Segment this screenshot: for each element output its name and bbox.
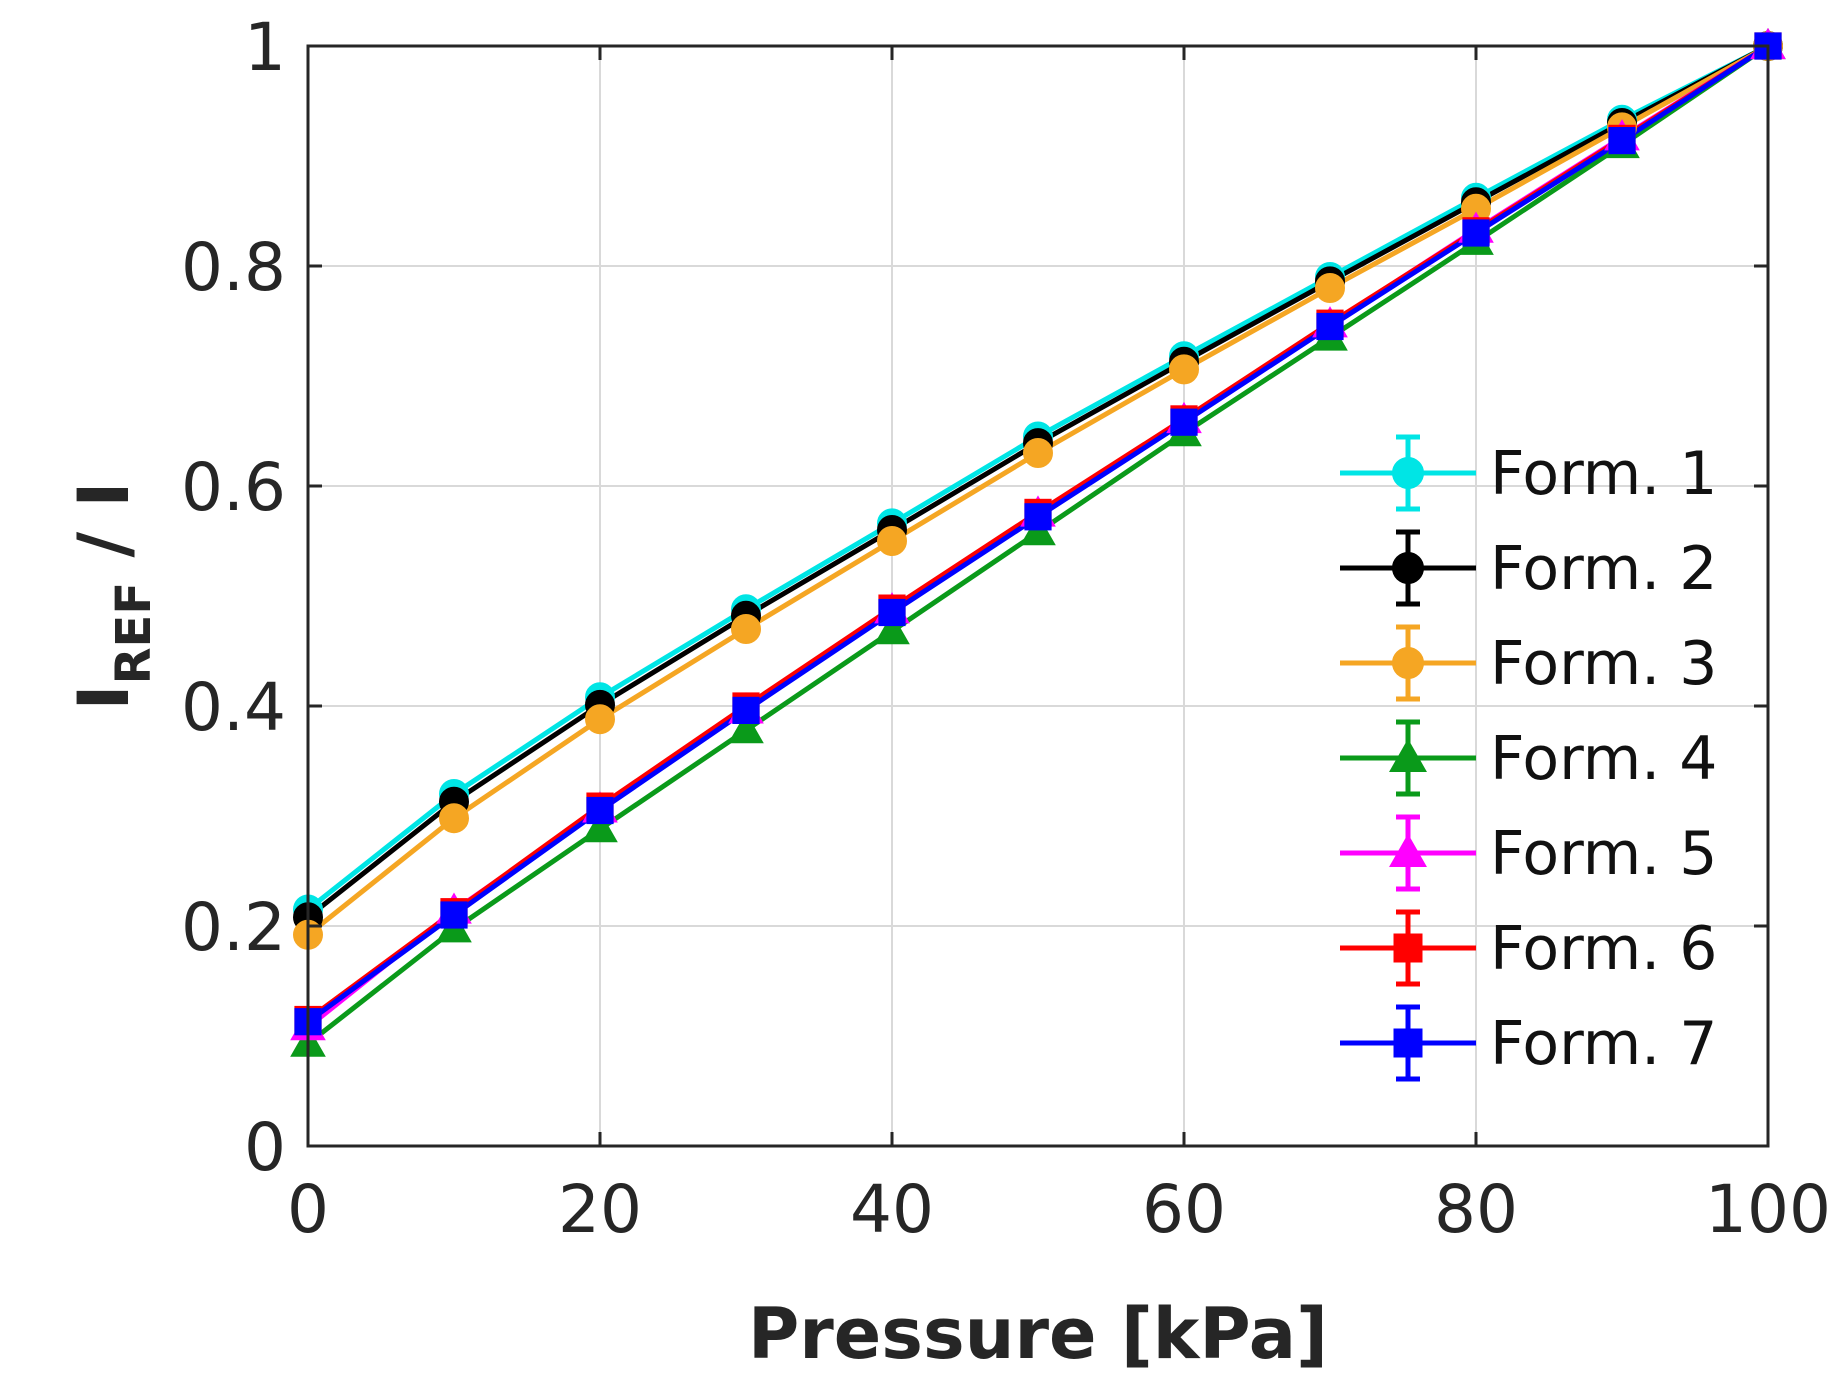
data-point-form-3 bbox=[585, 704, 615, 735]
x-tick-label: 40 bbox=[850, 1171, 934, 1248]
y-tick-label: 1 bbox=[244, 9, 286, 86]
legend-marker bbox=[1392, 647, 1424, 679]
plot-area bbox=[308, 46, 1768, 1146]
y-axis-label-main: I bbox=[63, 684, 145, 710]
data-point-form-3 bbox=[1023, 438, 1053, 468]
data-point-form-7 bbox=[1170, 408, 1198, 436]
y-tick-label: 0.4 bbox=[181, 669, 286, 746]
data-point-form-4 bbox=[582, 811, 618, 843]
data-point-form-4 bbox=[728, 712, 764, 744]
y-tick-label: 0.8 bbox=[181, 229, 286, 306]
legend-marker bbox=[1392, 457, 1424, 489]
legend-item-form-7: Form. 7 bbox=[1340, 1004, 1717, 1082]
y-axis-label: IREF / I bbox=[63, 482, 162, 711]
legend-marker bbox=[1389, 833, 1427, 867]
data-point-form-7 bbox=[1316, 312, 1344, 341]
y-axis-ticks: 0 0.2 0.4 0.6 0.8 1 bbox=[181, 9, 1768, 1186]
y-tick-label: 0.2 bbox=[181, 889, 286, 966]
x-axis-label: Pressure [kPa] bbox=[748, 1293, 1328, 1375]
legend-label: Form. 2 bbox=[1490, 534, 1717, 604]
legend-label: Form. 6 bbox=[1490, 914, 1717, 984]
y-axis-label-tail: / I bbox=[63, 482, 145, 582]
y-tick-label: 0.6 bbox=[181, 449, 286, 526]
legend-marker bbox=[1389, 738, 1427, 772]
data-point-form-7 bbox=[732, 696, 760, 724]
legend-label: Form. 5 bbox=[1490, 819, 1717, 889]
legend-item-form-3: Form. 3 bbox=[1340, 624, 1717, 702]
data-point-form-7 bbox=[440, 901, 468, 929]
data-point-form-3 bbox=[1315, 273, 1345, 303]
legend-label: Form. 7 bbox=[1490, 1009, 1717, 1079]
grid-lines bbox=[308, 46, 1768, 1146]
data-point-form-7 bbox=[586, 796, 614, 825]
data-point-form-3 bbox=[1169, 354, 1199, 385]
data-point-form-7 bbox=[1462, 219, 1490, 247]
x-tick-label: 0 bbox=[287, 1171, 329, 1248]
legend-item-form-1: Form. 1 bbox=[1340, 434, 1717, 512]
data-point-form-7 bbox=[878, 598, 906, 627]
data-point-form-4 bbox=[874, 613, 910, 645]
legend-item-form-5: Form. 5 bbox=[1340, 814, 1717, 892]
legend-label: Form. 3 bbox=[1490, 629, 1717, 699]
legend-marker bbox=[1393, 1028, 1423, 1058]
legend-label: Form. 4 bbox=[1490, 724, 1717, 794]
data-point-form-7 bbox=[1608, 127, 1636, 155]
legend: Form. 1 Form. 2 Form. 3 Form. 4 Form. 5 Form.… bbox=[1340, 434, 1717, 1082]
series-markers bbox=[290, 27, 1786, 1057]
y-axis-label-subscript: REF bbox=[106, 582, 162, 685]
legend-label: Form. 1 bbox=[1490, 439, 1717, 509]
data-point-form-3 bbox=[877, 526, 907, 556]
data-point-form-3 bbox=[439, 803, 469, 834]
legend-marker bbox=[1392, 552, 1424, 584]
legend-marker bbox=[1393, 933, 1423, 963]
x-axis-ticks: 0 20 40 60 80 100 bbox=[287, 46, 1831, 1248]
y-tick-label: 0 bbox=[244, 1109, 286, 1186]
legend-item-form-4: Form. 4 bbox=[1340, 719, 1717, 797]
legend-item-form-6: Form. 6 bbox=[1340, 909, 1717, 987]
legend-item-form-2: Form. 2 bbox=[1340, 529, 1717, 607]
x-tick-label: 100 bbox=[1705, 1171, 1831, 1248]
data-point-form-3 bbox=[731, 614, 761, 644]
x-tick-label: 20 bbox=[558, 1171, 642, 1248]
data-point-form-7 bbox=[1024, 503, 1052, 531]
plot-frame bbox=[306, 44, 1770, 1148]
x-tick-label: 80 bbox=[1434, 1171, 1518, 1248]
x-tick-label: 60 bbox=[1142, 1171, 1226, 1248]
